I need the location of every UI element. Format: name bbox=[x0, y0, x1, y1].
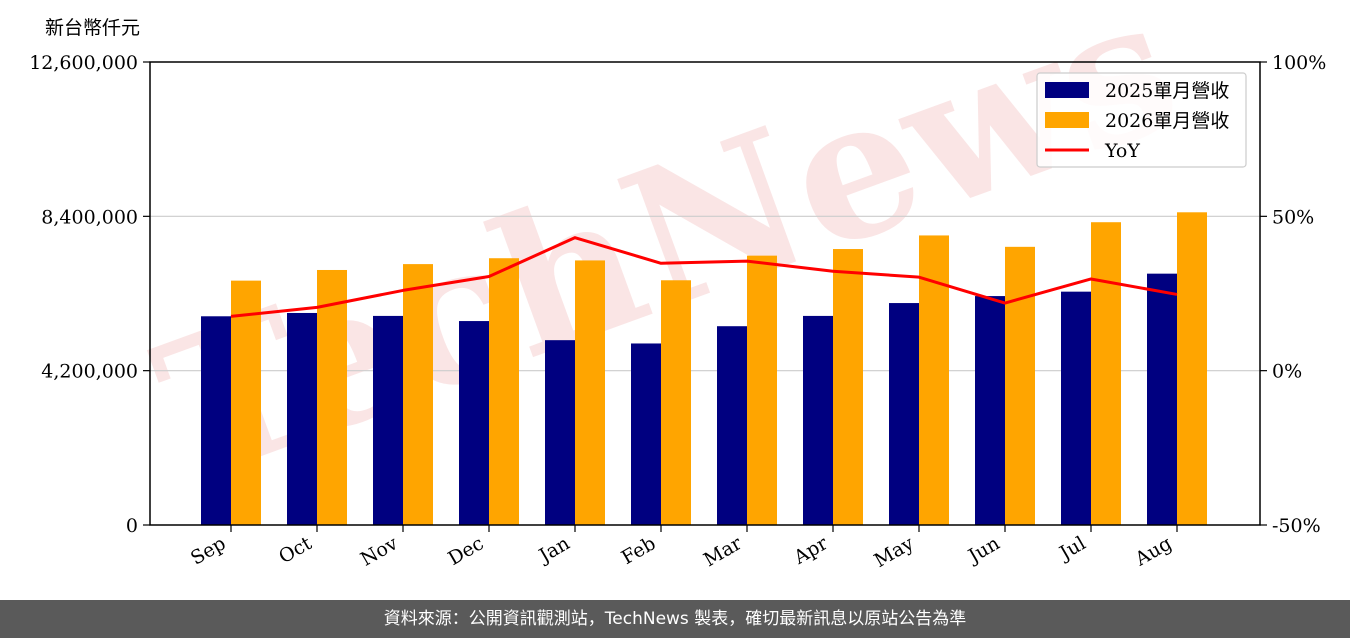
footer-source: 資料來源：公開資訊觀測站，TechNews 製表，確切最新訊息以原站公告為準 bbox=[0, 600, 1350, 638]
chart: TechNews 0 4,200,000 8,400,000 12,600,000 -50… bbox=[29, 0, 1326, 572]
x-tick-label: Dec bbox=[444, 532, 487, 570]
x-tick-label: Aug bbox=[1131, 532, 1176, 571]
legend-swatch-2026 bbox=[1045, 112, 1089, 128]
bar-2026-feb bbox=[661, 280, 691, 525]
bar-2025-sep bbox=[201, 316, 231, 525]
y-left-tick-label: 12,600,000 bbox=[29, 52, 138, 74]
yoy-line bbox=[230, 236, 1178, 318]
x-tick-label: Sep bbox=[187, 532, 230, 569]
y-right-tick-label: 100% bbox=[1272, 52, 1326, 74]
y-right-tick-label: 0% bbox=[1272, 361, 1302, 383]
legend-swatch-2025 bbox=[1045, 82, 1089, 98]
bar-2026-oct bbox=[317, 269, 347, 525]
chart-svg: TechNews04,200,0008,400,00012,600,000-50… bbox=[29, 0, 1326, 572]
bar-2025-apr bbox=[803, 315, 833, 525]
legend-label: 2026單月營收 bbox=[1105, 110, 1229, 132]
bar-2025-oct bbox=[287, 312, 317, 525]
legend-label: YoY bbox=[1104, 140, 1140, 162]
bar-2026-mar bbox=[747, 255, 777, 525]
bar-2026-jun bbox=[1005, 246, 1035, 526]
legend-label: 2025單月營收 bbox=[1105, 80, 1229, 102]
y-left-tick-label: 0 bbox=[126, 515, 138, 537]
bar-2025-may bbox=[889, 303, 919, 525]
y-unit-label: 新台幣仟元 bbox=[45, 17, 140, 39]
bar-2025-mar bbox=[717, 326, 747, 525]
x-tick-label: Jan bbox=[534, 532, 574, 568]
x-tick-label: May bbox=[871, 532, 918, 572]
bar-2026-aug bbox=[1177, 212, 1207, 526]
plot-frame bbox=[149, 61, 1261, 526]
x-tick-label: Jun bbox=[963, 532, 1004, 568]
bar-2026-apr bbox=[833, 249, 863, 526]
y-left-tick-label: 4,200,000 bbox=[41, 361, 138, 383]
bar-2025-jan bbox=[545, 340, 575, 525]
bar-2026-nov bbox=[403, 264, 433, 525]
bar-2026-jan bbox=[575, 260, 605, 525]
bar-2025-feb bbox=[631, 343, 661, 525]
x-tick-label: Jul bbox=[1054, 532, 1089, 565]
bar-2025-aug bbox=[1147, 273, 1177, 525]
x-tick-label: Nov bbox=[357, 532, 402, 571]
bar-2025-nov bbox=[373, 315, 403, 525]
bar-2025-jun bbox=[975, 296, 1005, 525]
y-left-tick-label: 8,400,000 bbox=[41, 206, 138, 228]
x-tick-label: Oct bbox=[275, 532, 316, 568]
bar-2025-jul bbox=[1061, 291, 1091, 525]
bar-2026-dec bbox=[489, 258, 519, 525]
bar-2026-jul bbox=[1091, 222, 1121, 525]
x-tick-label: Mar bbox=[700, 532, 746, 571]
y-right-tick-label: 50% bbox=[1272, 206, 1314, 228]
bar-2025-dec bbox=[459, 321, 489, 525]
x-tick-label: Feb bbox=[618, 532, 660, 569]
legend-box bbox=[1036, 72, 1247, 168]
y-right-tick-label: -50% bbox=[1272, 515, 1321, 537]
bar-2026-sep bbox=[231, 280, 261, 525]
x-tick-label: Apr bbox=[789, 532, 832, 569]
